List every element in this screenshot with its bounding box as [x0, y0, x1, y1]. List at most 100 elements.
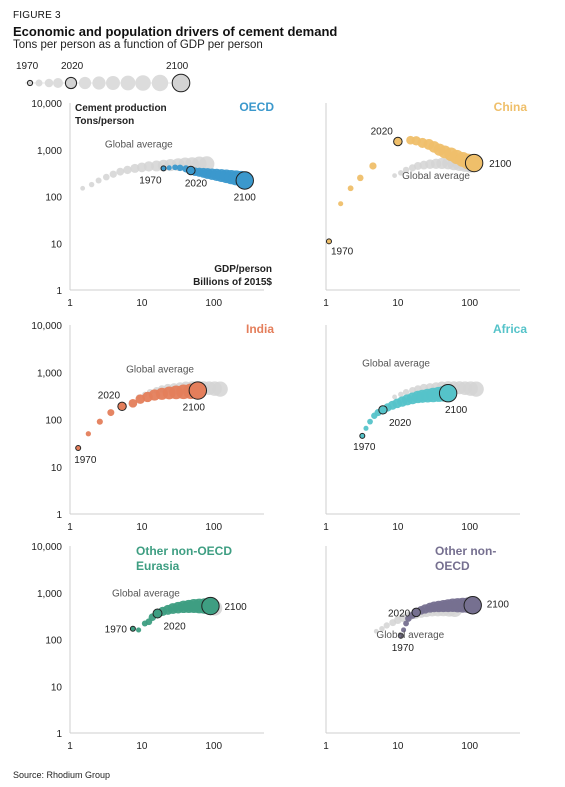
x-tick-label: 100	[461, 298, 478, 309]
global-average-point	[392, 394, 397, 400]
y-tick-label: 10	[51, 682, 63, 693]
x-tick-label: 1	[323, 741, 329, 752]
label-global-average: Global average	[112, 588, 180, 599]
marked-point-2100	[438, 384, 458, 403]
global-average-point	[383, 622, 390, 629]
marked-point-1970	[397, 632, 404, 639]
legend-label-2020: 2020	[61, 61, 84, 72]
label-2020: 2020	[389, 418, 412, 429]
series-point-india	[128, 398, 138, 408]
x-tick-label: 1	[67, 298, 73, 309]
label-global-average: Global average	[362, 358, 430, 369]
x-axis-title: GDP/person	[214, 264, 272, 275]
label-2020: 2020	[164, 621, 187, 632]
global-average-point	[379, 625, 385, 632]
chart-title: Economic and population drivers of cemen…	[13, 24, 338, 39]
marked-point-2020	[186, 165, 196, 176]
marked-point-2020	[117, 401, 127, 412]
x-tick-label: 100	[461, 741, 478, 752]
source-note: Source: Rhodium Group	[13, 770, 111, 780]
x-tick-label: 1	[67, 522, 73, 533]
label-2020: 2020	[371, 127, 394, 138]
global-average-point	[392, 173, 397, 178]
panel-title-oecd: OECD	[239, 100, 274, 114]
marked-point-2020	[393, 136, 403, 147]
y-tick-label: 1,000	[37, 589, 62, 600]
label-global-average: Global average	[105, 139, 173, 150]
panel-title-other: Other non-	[435, 544, 496, 558]
series-point-oecd	[172, 164, 179, 171]
marked-point-2020	[378, 405, 388, 415]
global-average-point	[116, 167, 125, 176]
label-2100: 2100	[183, 403, 206, 414]
global-average-point	[402, 166, 410, 174]
x-tick-label: 1	[323, 522, 329, 533]
y-axis-unit: Tons/person	[75, 116, 134, 127]
panel-title-eurasia: Eurasia	[136, 559, 180, 573]
marked-point-2020	[152, 608, 163, 619]
x-tick-label: 100	[205, 298, 222, 309]
label-2100: 2100	[489, 159, 512, 170]
x-tick-label: 10	[392, 298, 404, 309]
label-1970: 1970	[74, 455, 97, 466]
x-axis-unit: Billions of 2015$	[193, 277, 272, 288]
marked-point-1970	[325, 238, 332, 245]
legend-bubble-marked	[171, 73, 191, 93]
y-tick-label: 100	[45, 636, 62, 647]
label-2100: 2100	[224, 602, 247, 613]
y-tick-label: 10,000	[31, 321, 62, 332]
y-tick-label: 10	[51, 239, 63, 250]
label-1970: 1970	[139, 175, 162, 186]
y-tick-label: 100	[45, 193, 62, 204]
label-1970: 1970	[353, 442, 376, 453]
x-tick-label: 1	[323, 298, 329, 309]
marked-point-1970	[75, 444, 82, 451]
marked-point-2100	[235, 171, 254, 190]
label-2020: 2020	[98, 390, 121, 401]
series-point-oecd	[176, 164, 184, 172]
x-tick-label: 10	[136, 522, 148, 533]
global-average-point	[130, 163, 140, 173]
marked-point-2100	[463, 596, 482, 615]
x-tick-label: 10	[392, 741, 404, 752]
legend-bubble	[92, 76, 106, 90]
label-2100: 2100	[445, 405, 468, 416]
x-tick-label: 10	[136, 741, 148, 752]
y-tick-label: 10,000	[31, 99, 62, 110]
x-tick-label: 100	[205, 741, 222, 752]
legend-bubble-marked	[26, 79, 34, 87]
global-average-point	[199, 156, 215, 172]
global-average-point	[109, 170, 117, 178]
legend-bubble	[135, 75, 151, 91]
global-average-point	[80, 185, 86, 191]
panel-title-eurasia: Other non-OECD	[136, 544, 232, 558]
legend-bubble	[106, 76, 120, 90]
legend-bubble	[44, 78, 54, 88]
label-global-average: Global average	[126, 364, 194, 375]
x-tick-label: 10	[136, 298, 148, 309]
legend-bubble	[35, 79, 43, 87]
legend-bubble	[151, 74, 169, 92]
legend-label-1970: 1970	[16, 61, 39, 72]
series-point-china	[369, 162, 377, 170]
legend-bubble	[120, 75, 136, 91]
y-tick-label: 1,000	[37, 368, 62, 379]
global-average-point	[398, 170, 404, 176]
marked-point-2100	[464, 153, 484, 173]
label-1970: 1970	[331, 246, 354, 257]
y-tick-label: 100	[45, 416, 62, 427]
x-tick-label: 1	[67, 741, 73, 752]
series-point-africa	[363, 425, 369, 431]
global-average-point	[468, 381, 484, 397]
label-2100: 2100	[487, 599, 510, 610]
marked-point-1970	[160, 165, 167, 172]
global-average-point	[95, 177, 102, 184]
label-1970: 1970	[105, 625, 128, 636]
x-tick-label: 10	[392, 522, 404, 533]
legend-label-2100: 2100	[166, 61, 189, 72]
legend-bubble-marked	[64, 76, 78, 90]
series-point-china	[347, 185, 354, 192]
global-average-point	[398, 391, 404, 398]
y-axis-title: Cement production	[75, 103, 167, 114]
